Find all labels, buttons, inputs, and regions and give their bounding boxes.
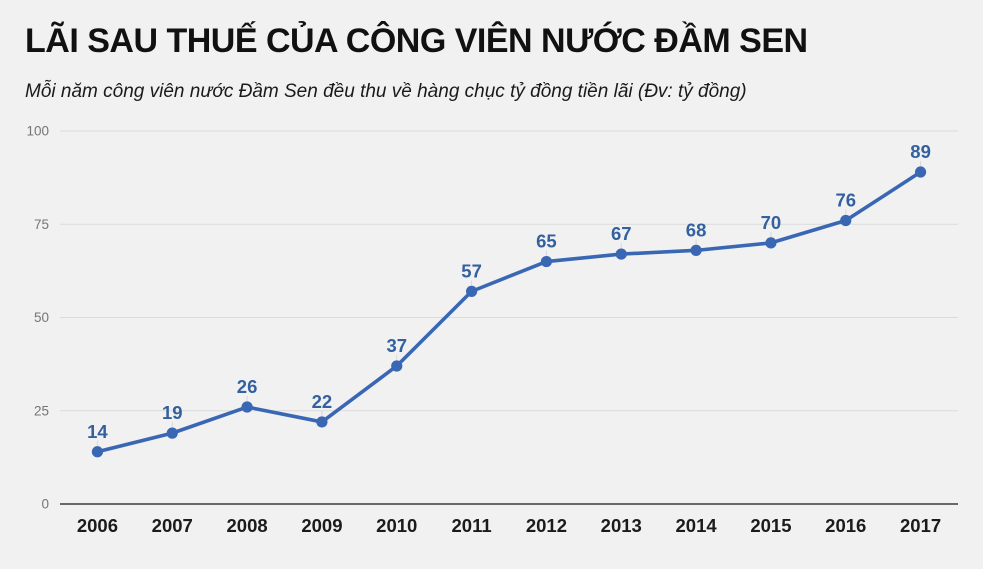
y-tick-label: 0 [41, 497, 49, 512]
gridlines [60, 130, 958, 505]
data-point-2014 [690, 244, 702, 256]
data-label-2012: 65 [536, 231, 557, 252]
data-label-2016: 76 [835, 190, 856, 211]
data-points [91, 166, 927, 458]
data-label-2010: 37 [386, 335, 407, 356]
data-point-2008 [241, 401, 253, 413]
y-tick-label: 100 [26, 124, 49, 139]
data-labels: 14 19 26 22 37 57 65 67 68 70 76 89 [87, 141, 931, 442]
data-point-2012 [540, 255, 553, 268]
data-point-2007 [166, 427, 178, 439]
y-tick-label: 75 [34, 217, 49, 232]
data-label-2007: 19 [162, 402, 183, 423]
label-leader-lines [96, 161, 922, 448]
data-point-2013 [615, 248, 627, 260]
data-label-2014: 68 [686, 219, 707, 240]
x-tick-label-2012: 2012 [526, 515, 567, 536]
data-point-2015 [765, 237, 777, 249]
data-point-2009 [316, 416, 328, 428]
chart-title: LÃI SAU THUẾ CỦA CÔNG VIÊN NƯỚC ĐẦM SEN [25, 22, 808, 60]
x-tick-label-2008: 2008 [227, 515, 268, 536]
chart-subtitle: Mỗi năm công viên nước Đầm Sen đều thu v… [25, 81, 747, 102]
x-axis-tick-labels: 2006 2007 2008 2009 2010 2011 2012 2013 2014 2015… [77, 515, 941, 536]
data-label-2009: 22 [312, 391, 333, 412]
x-tick-label-2015: 2015 [750, 515, 791, 536]
x-tick-label-2016: 2016 [825, 515, 866, 536]
x-tick-label-2013: 2013 [601, 515, 642, 536]
data-label-2015: 70 [761, 212, 782, 233]
data-point-2016 [840, 214, 852, 227]
data-label-2008: 26 [237, 376, 258, 397]
x-tick-label-2007: 2007 [152, 515, 193, 536]
x-tick-label-2011: 2011 [452, 515, 492, 536]
y-axis-tick-labels: 0 25 50 75 100 [26, 124, 49, 512]
data-point-2010 [391, 360, 403, 372]
data-point-2006 [91, 446, 104, 458]
y-tick-label: 25 [34, 403, 49, 418]
data-label-2006: 14 [87, 421, 108, 442]
data-point-2017 [914, 166, 927, 178]
data-label-2017: 89 [910, 141, 931, 162]
x-tick-label-2009: 2009 [301, 515, 342, 536]
data-label-2013: 67 [611, 223, 632, 244]
data-point-2011 [465, 285, 478, 297]
x-tick-label-2010: 2010 [376, 515, 417, 536]
profit-series-line [95, 170, 923, 454]
y-tick-label: 50 [34, 310, 49, 325]
x-tick-label-2014: 2014 [676, 515, 718, 536]
x-tick-label-2006: 2006 [77, 515, 118, 536]
x-tick-label-2017: 2017 [900, 515, 941, 536]
data-label-2011: 57 [461, 260, 482, 281]
